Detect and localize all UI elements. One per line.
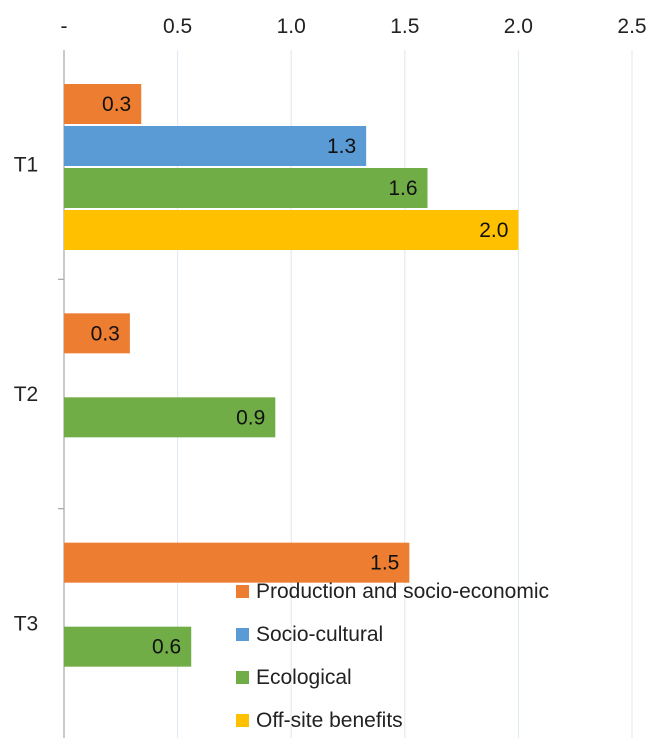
- x-tick-label: 1.0: [277, 15, 306, 38]
- legend-label: Production and socio-economic: [256, 580, 549, 603]
- legend-label: Socio-cultural: [256, 623, 383, 646]
- legend-swatch: [236, 671, 249, 684]
- legend-label: Ecological: [256, 666, 352, 689]
- data-label: 1.5: [370, 552, 399, 575]
- data-labels: 0.3 1.3 1.6 2.0 0.3 0.9 1.5 0.6: [91, 93, 509, 659]
- legend: Production and socio-economic Socio-cultu…: [236, 580, 549, 732]
- legend-swatch: [236, 585, 249, 598]
- bar: [64, 542, 410, 583]
- bar: [64, 210, 519, 250]
- data-label: 0.9: [236, 406, 265, 429]
- category-label: T1: [14, 154, 39, 177]
- x-tick-label: 2.5: [617, 15, 646, 38]
- legend-swatch: [236, 714, 249, 727]
- legend-swatch: [236, 628, 249, 641]
- bar: [64, 313, 130, 354]
- bar: [64, 626, 192, 667]
- bar: [64, 397, 276, 438]
- data-label: 1.3: [327, 135, 356, 158]
- data-label: 1.6: [388, 177, 417, 200]
- data-label: 2.0: [479, 219, 508, 242]
- x-tick-label: -: [61, 15, 68, 38]
- data-label: 0.6: [152, 636, 181, 659]
- bar: [64, 84, 142, 124]
- category-label: T2: [14, 383, 39, 406]
- x-tick-label: 0.5: [163, 15, 192, 38]
- x-tick-label: 1.5: [390, 15, 419, 38]
- x-tick-label: 2.0: [504, 15, 533, 38]
- category-label: T3: [14, 612, 39, 635]
- bar: [64, 126, 367, 166]
- data-label: 0.3: [91, 322, 120, 345]
- data-label: 0.3: [102, 93, 131, 116]
- legend-label: Off-site benefits: [256, 709, 403, 732]
- bar: [64, 168, 428, 208]
- bars: [64, 84, 519, 667]
